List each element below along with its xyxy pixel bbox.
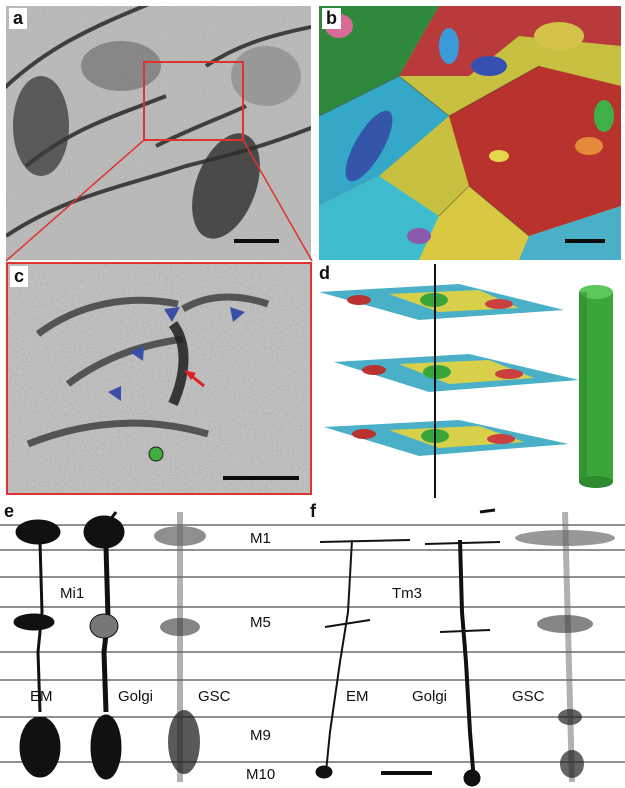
mi1-golgi-trace — [83, 511, 125, 780]
panel-d-stacked-sections: d — [319, 262, 621, 500]
tm3-golgi-trace — [424, 508, 501, 787]
neuron-traces-image — [0, 508, 625, 787]
mi1-gsc-trace — [154, 512, 206, 782]
scale-bar-a — [234, 239, 279, 243]
method-label-e-em: EM — [30, 688, 53, 705]
layer-label-m5: M5 — [250, 614, 271, 631]
scale-bar-ef — [381, 771, 432, 775]
arrowhead-4 — [108, 386, 121, 401]
panel-a-em-micrograph: a — [6, 6, 311, 260]
cell-type-label-tm3: Tm3 — [392, 585, 422, 602]
method-label-f-golgi: Golgi — [412, 688, 448, 705]
section-layer-2 — [334, 354, 579, 392]
panel-label-e: e — [4, 502, 15, 521]
arrowhead-2 — [230, 307, 245, 322]
method-label-e-golgi: Golgi — [118, 688, 154, 705]
arrowhead-1 — [164, 307, 180, 322]
stacked-sections-image — [319, 264, 613, 498]
green-circle-icon — [148, 446, 164, 462]
scale-bar-c — [223, 476, 299, 480]
layer-label-m10: M10 — [246, 766, 276, 783]
arrowhead-3 — [130, 346, 144, 361]
cell-type-label-mi1: Mi1 — [60, 585, 85, 602]
em-micrograph-image — [6, 6, 311, 260]
tm3-gsc-trace — [515, 511, 615, 783]
layer-lines — [0, 524, 625, 763]
panel-label-c: c — [10, 266, 29, 287]
mi1-em-trace — [13, 519, 61, 778]
method-label-e-gsc: GSC — [198, 688, 231, 705]
panel-c-zoomed-synapse: c — [6, 262, 312, 495]
method-label-f-gsc: GSC — [512, 688, 545, 705]
zoomed-synapse-image — [8, 264, 310, 493]
panel-label-f: f — [310, 502, 316, 521]
panel-b-segmentation: b — [319, 6, 621, 260]
segmentation-image — [319, 6, 621, 260]
method-label-f-em: EM — [346, 688, 369, 705]
panel-label-b: b — [322, 8, 341, 29]
panel-ef-neurons: e f M1 M5 M9 M10 Mi1 Tm3 EM Golgi GSC EM… — [0, 502, 625, 788]
zoom-highlight-box — [143, 61, 244, 141]
scale-bar-b — [565, 239, 605, 243]
layer-label-m1: M1 — [250, 530, 271, 547]
panel-label-d: d — [319, 263, 330, 283]
panel-label-a: a — [9, 8, 28, 29]
section-layer-3 — [324, 420, 569, 456]
tm3-em-trace — [315, 539, 411, 779]
layer-label-m9: M9 — [250, 727, 271, 744]
section-layer-1 — [319, 284, 564, 320]
green-column-3d — [579, 285, 613, 488]
red-arrow-icon — [184, 370, 205, 388]
